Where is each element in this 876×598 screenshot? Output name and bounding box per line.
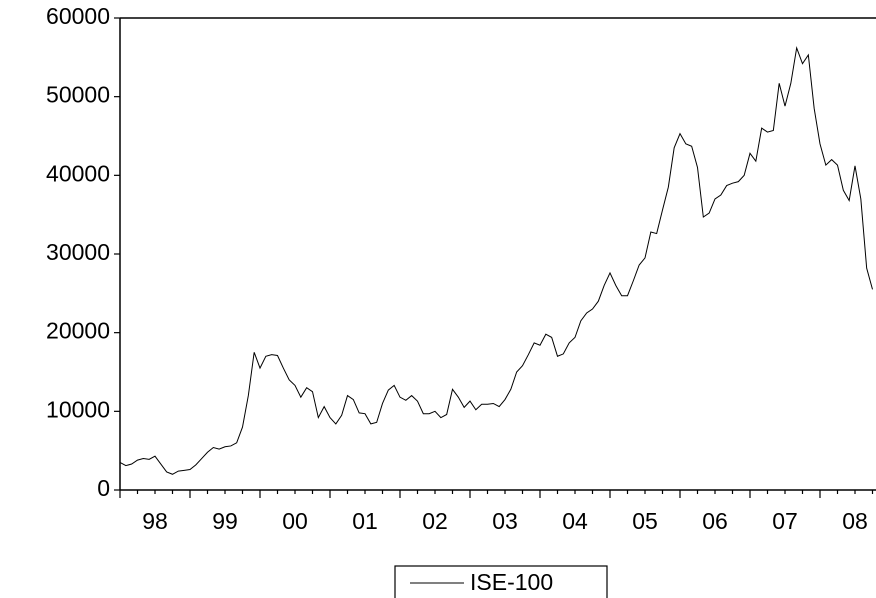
y-tick-label: 30000 — [46, 239, 110, 265]
x-tick-label: 99 — [212, 508, 238, 534]
legend: ISE-100 — [394, 565, 608, 598]
x-tick-label: 05 — [632, 508, 658, 534]
x-tick-label: 02 — [422, 508, 448, 534]
y-tick-label: 10000 — [46, 396, 110, 422]
legend-box — [394, 565, 608, 598]
x-tick-label: 04 — [562, 508, 588, 534]
series-line — [119, 45, 873, 475]
x-tick-label: 03 — [492, 508, 518, 534]
x-tick-label: 01 — [352, 508, 378, 534]
y-tick-label: 60000 — [46, 3, 110, 29]
y-tick-label: 20000 — [46, 318, 110, 344]
legend-label: ISE-100 — [470, 569, 553, 595]
y-tick-label: 40000 — [46, 160, 110, 186]
x-tick-label: 98 — [142, 508, 168, 534]
x-tick-label: 07 — [772, 508, 798, 534]
x-tick-label: 00 — [282, 508, 308, 534]
x-tick-label: 08 — [842, 508, 868, 534]
y-tick-label: 50000 — [46, 82, 110, 108]
y-tick-label: 0 — [97, 475, 110, 501]
x-tick-label: 06 — [702, 508, 728, 534]
